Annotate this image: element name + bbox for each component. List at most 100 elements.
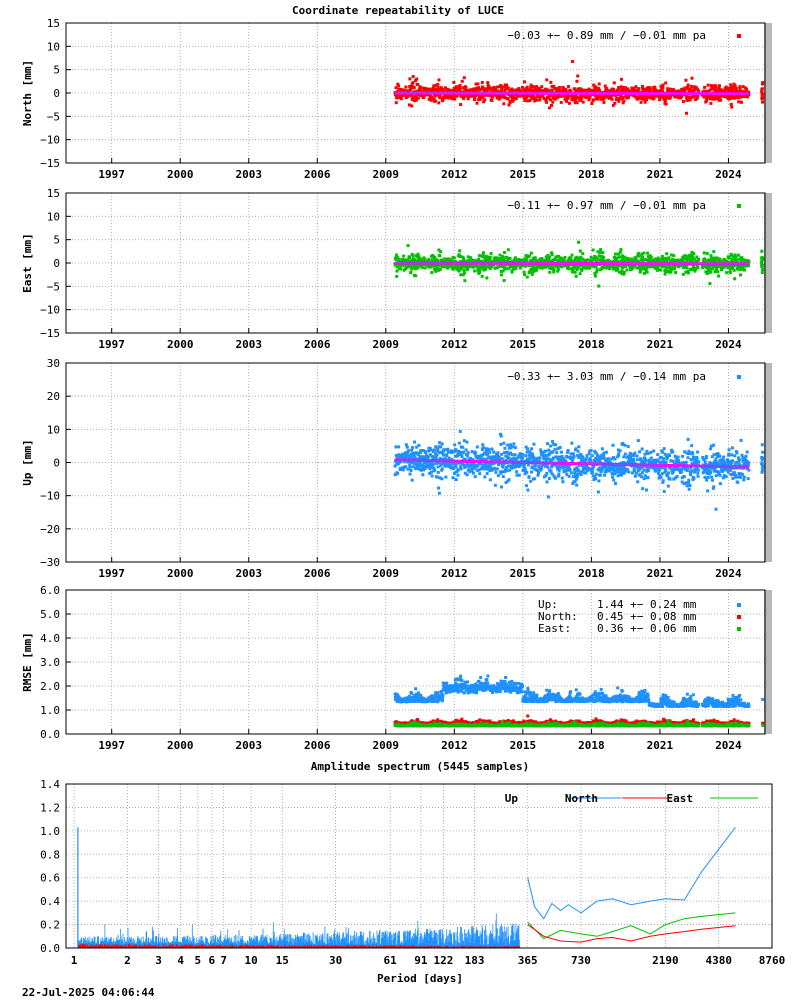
up-point — [632, 454, 636, 458]
rmse-edge-bar — [764, 590, 772, 734]
east-point — [761, 257, 765, 261]
east-point — [621, 256, 625, 260]
up-point — [481, 453, 485, 457]
north-point — [718, 96, 722, 100]
up-point — [440, 477, 444, 481]
east-point — [520, 258, 524, 262]
up-point — [600, 456, 604, 460]
north-point — [650, 95, 654, 99]
rmse-up-point — [462, 691, 466, 695]
up-point — [705, 466, 709, 470]
up-point — [692, 470, 696, 474]
east-point — [693, 269, 697, 273]
up-point — [576, 468, 580, 472]
up-point — [499, 442, 503, 446]
up-point — [626, 468, 630, 472]
up-point — [411, 445, 415, 449]
up-point — [602, 454, 606, 458]
up-point — [550, 464, 554, 468]
north-point — [623, 88, 627, 92]
rmse-up-point — [463, 680, 467, 684]
up-point — [705, 478, 709, 482]
east-point — [760, 261, 764, 265]
east-point — [559, 256, 563, 260]
east-point — [651, 264, 655, 268]
north-point — [573, 87, 577, 91]
rmse-up-point — [456, 683, 460, 687]
up-point — [431, 456, 435, 460]
up-point — [545, 471, 549, 475]
north-point — [760, 90, 764, 94]
up-point — [466, 454, 470, 458]
up-point — [500, 470, 504, 474]
north-point — [494, 87, 498, 91]
north-point — [641, 97, 645, 101]
up-point — [701, 471, 705, 475]
east-point — [466, 255, 470, 259]
up-ytick-label: 20 — [47, 390, 60, 403]
east-point — [416, 266, 420, 270]
up-point — [397, 445, 401, 449]
east-point — [731, 254, 735, 258]
rmse-up-point — [519, 690, 523, 694]
up-point — [622, 471, 626, 475]
rmse-up-point — [495, 686, 499, 690]
up-point — [630, 459, 634, 463]
north-point — [602, 96, 606, 100]
up-point — [557, 466, 561, 470]
up-point — [720, 460, 724, 464]
up-point — [610, 472, 614, 476]
north-point — [530, 89, 534, 93]
east-ytick-label: −10 — [40, 304, 60, 317]
rmse-xtick-label: 2000 — [167, 739, 194, 752]
up-point — [535, 468, 539, 472]
east-point — [498, 263, 502, 267]
east-point — [616, 267, 620, 271]
north-point — [690, 76, 694, 80]
east-point — [653, 257, 657, 261]
east-point — [436, 258, 440, 262]
up-legend-point — [737, 375, 741, 379]
rmse-up-point — [490, 685, 494, 689]
north-point — [570, 98, 574, 102]
east-point — [685, 260, 689, 264]
east-point — [529, 267, 533, 271]
up-point — [596, 454, 600, 458]
up-point — [687, 449, 691, 453]
up-point — [413, 440, 417, 444]
north-point — [663, 99, 667, 103]
north-point — [481, 86, 485, 90]
east-point — [553, 258, 557, 262]
north-point — [522, 94, 526, 98]
north-point — [523, 98, 527, 102]
north-point — [664, 102, 668, 106]
east-point — [451, 267, 455, 271]
north-point — [396, 82, 400, 86]
up-point — [508, 458, 512, 462]
up-point — [393, 473, 397, 477]
up-point — [398, 466, 402, 470]
up-point — [641, 459, 645, 463]
up-point — [422, 468, 426, 472]
north-point — [433, 94, 437, 98]
north-point — [728, 94, 732, 98]
up-point — [598, 457, 602, 461]
north-point — [717, 84, 721, 88]
up-point — [560, 460, 564, 464]
east-ylabel: East [mm] — [21, 233, 34, 293]
up-point — [608, 469, 612, 473]
up-point — [537, 465, 541, 469]
east-point — [690, 250, 694, 254]
up-point — [570, 459, 574, 463]
east-point — [620, 269, 624, 273]
east-point — [664, 256, 668, 260]
rmse-up-point — [503, 681, 507, 685]
rmse-up-point — [474, 682, 478, 686]
east-point — [622, 272, 626, 276]
north-point — [432, 97, 436, 101]
east-point — [578, 258, 582, 262]
north-point — [482, 93, 486, 97]
up-point — [690, 462, 694, 466]
up-point — [557, 458, 561, 462]
north-xtick-label: 2018 — [578, 168, 605, 181]
